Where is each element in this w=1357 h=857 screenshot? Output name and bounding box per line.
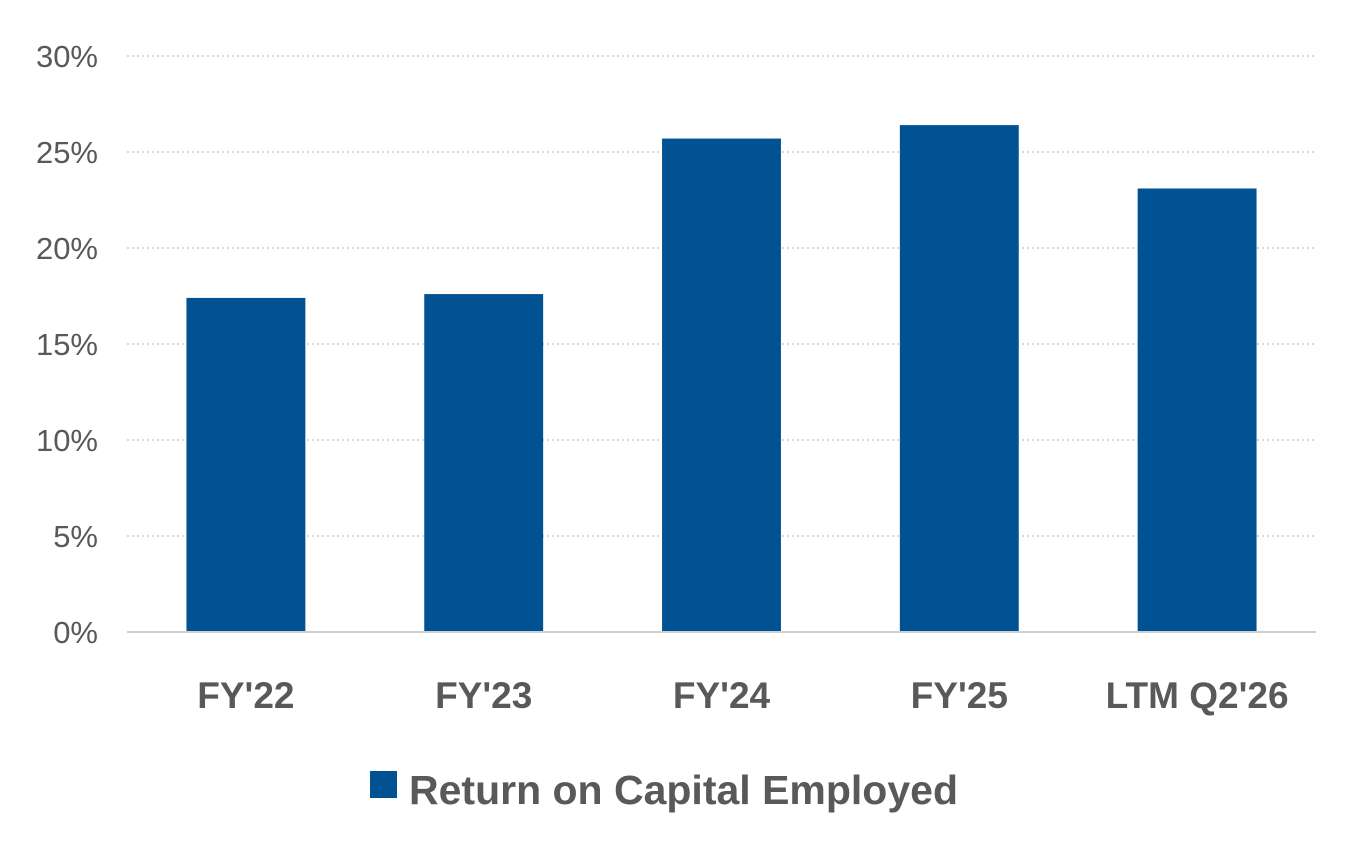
bar-ltm-q2-26 xyxy=(1137,188,1257,633)
y-tick-label: 0% xyxy=(53,615,98,650)
legend-label-roce: Return on Capital Employed xyxy=(409,767,958,813)
bar-fy-23 xyxy=(424,294,544,632)
x-category-label: FY'22 xyxy=(197,675,294,716)
bar-fy-24 xyxy=(662,138,781,632)
x-axis-category-labels: FY'22 FY'23 FY'24 FY'25 LTM Q2'26 xyxy=(197,675,1288,716)
legend-swatch xyxy=(370,771,397,798)
gridlines xyxy=(127,55,1316,537)
y-axis-tick-labels: 0% 5% 10% 15% 20% 25% 30% xyxy=(36,39,98,650)
x-category-label: LTM Q2'26 xyxy=(1106,675,1289,716)
y-tick-label: 10% xyxy=(36,423,98,458)
y-tick-label: 15% xyxy=(36,327,98,362)
bar-fy-25 xyxy=(899,125,1019,633)
x-category-label: FY'25 xyxy=(911,675,1008,716)
y-tick-label: 30% xyxy=(36,39,98,74)
bar-fy-22 xyxy=(186,297,306,632)
x-category-label: FY'23 xyxy=(435,675,532,716)
legend: Return on Capital Employed xyxy=(370,767,958,813)
y-tick-label: 25% xyxy=(36,135,98,170)
x-category-label: FY'24 xyxy=(673,675,771,716)
y-tick-label: 5% xyxy=(53,519,98,554)
bars xyxy=(186,125,1257,633)
y-tick-label: 20% xyxy=(36,231,98,266)
